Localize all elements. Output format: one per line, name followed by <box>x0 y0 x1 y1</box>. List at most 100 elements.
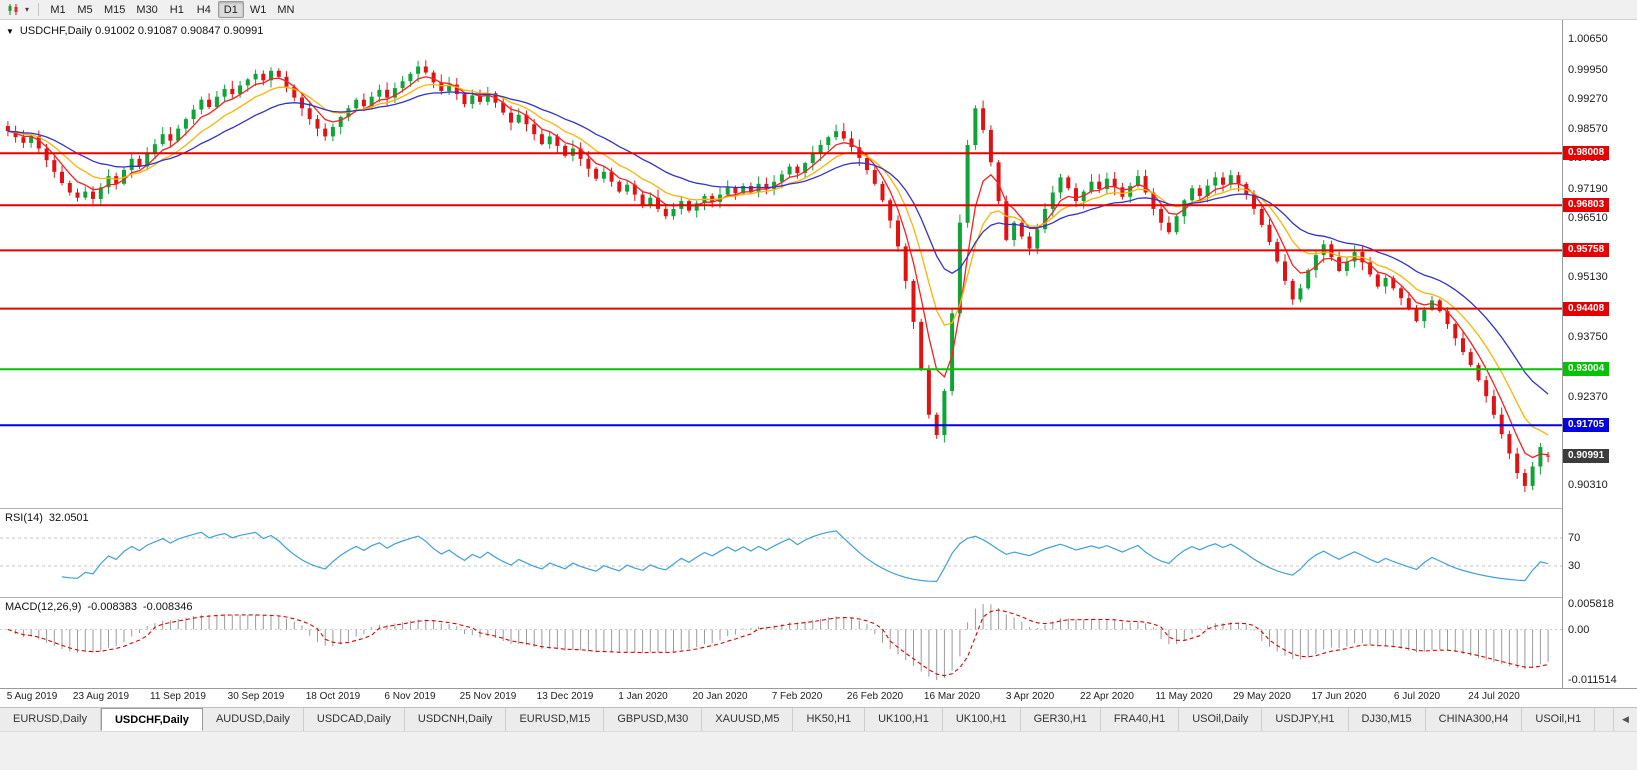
rsi-level-label: 70 <box>1568 532 1581 544</box>
chart-ohlc-header: ▼ USDCHF,Daily 0.91002 0.91087 0.90847 0… <box>6 25 263 37</box>
chart-tab-bar: EURUSD,Daily USDCHF,Daily AUDUSD,Daily USDC… <box>0 707 1637 731</box>
chart-tab-usoil-daily[interactable]: USOil,Daily <box>1179 708 1263 731</box>
price-level-badge: 0.96803 <box>1563 198 1610 212</box>
chart-tab-ger30-h1[interactable]: GER30,H1 <box>1020 708 1101 731</box>
timeframe-toolbar: ▾ M1 M5 M15 M30 H1 H4 D1 W1 MN <box>0 0 1637 20</box>
date-tick-label: 11 May 2020 <box>1155 691 1213 702</box>
price-tick-label: 0.93750 <box>1568 331 1608 343</box>
date-tick-label: 3 Apr 2020 <box>1005 691 1055 702</box>
chart-tab-strip: EURUSD,Daily USDCHF,Daily AUDUSD,Daily USDC… <box>0 708 1613 731</box>
timeframe-button-w1[interactable]: W1 <box>249 3 267 16</box>
macd-tick-label: 0.00 <box>1568 624 1590 636</box>
price-tick-label: 0.90310 <box>1568 479 1608 491</box>
price-level-badge: 0.91705 <box>1563 418 1610 432</box>
timeframe-buttons-group: M1 M5 M15 M30 H1 H4 D1 W1 MN <box>45 1 299 18</box>
macd-indicator-chart[interactable] <box>0 598 1562 688</box>
price-tick-label: 0.99950 <box>1568 64 1608 76</box>
date-tick-label: 24 Jul 2020 <box>1468 691 1520 702</box>
price-tick-label: 1.00650 <box>1568 33 1608 45</box>
tab-scroll-left-icon[interactable]: ◀ <box>1613 708 1637 731</box>
timeframe-button-m30[interactable]: M30 <box>136 3 158 16</box>
rsi-indicator-panel[interactable] <box>0 509 1562 597</box>
date-tick-label: 17 Jun 2020 <box>1311 691 1367 702</box>
timeframe-button-h1[interactable]: H1 <box>169 3 184 16</box>
chart-tab-uk100-h1[interactable]: UK100,H1 <box>865 708 943 731</box>
date-tick-label: 29 May 2020 <box>1233 691 1291 702</box>
date-tick-label: 6 Jul 2020 <box>1393 691 1441 702</box>
date-tick-label: 6 Nov 2019 <box>384 691 436 702</box>
price-level-badge: 0.95758 <box>1563 243 1610 257</box>
timeframe-button-d1[interactable]: D1 <box>217 1 244 18</box>
dropdown-caret-icon[interactable]: ▾ <box>24 5 29 14</box>
candlestick-chart-panel[interactable] <box>0 20 1562 508</box>
macd-signal-value: -0.008346 <box>142 601 193 613</box>
chart-tab-eurusd-daily[interactable]: EURUSD,Daily <box>0 708 101 731</box>
chart-tab-audusd-daily[interactable]: AUDUSD,Daily <box>202 708 304 731</box>
date-tick-label: 1 Jan 2020 <box>618 691 668 702</box>
date-tick-label: 5 Aug 2019 <box>6 691 58 702</box>
chart-tab-usdcad-daily[interactable]: USDCAD,Daily <box>303 708 405 731</box>
macd-main-value: -0.008383 <box>87 601 137 613</box>
macd-label: MACD(12,26,9) <box>5 601 82 613</box>
date-tick-label: 23 Aug 2019 <box>72 691 130 702</box>
chart-tab-eurusd-m15[interactable]: EURUSD,M15 <box>506 708 605 731</box>
chart-tab-fra40-h1[interactable]: FRA40,H1 <box>1100 708 1180 731</box>
timeframe-button-h4[interactable]: H4 <box>196 3 211 16</box>
price-tick-label: 0.96510 <box>1568 212 1608 224</box>
rsi-level-label: 30 <box>1568 560 1581 572</box>
chart-tab-hk50-h1[interactable]: HK50,H1 <box>793 708 866 731</box>
chart-type-icon[interactable] <box>4 1 22 19</box>
price-level-badge: 0.94408 <box>1563 302 1610 316</box>
time-axis-line <box>0 688 1637 689</box>
price-tick-label: 0.98570 <box>1568 123 1608 135</box>
chart-tab-gbpusd-m30[interactable]: GBPUSD,M30 <box>604 708 703 731</box>
timeframe-button-m1[interactable]: M1 <box>50 3 66 16</box>
chart-tab-usdjpy-h1[interactable]: USDJPY,H1 <box>1262 708 1349 731</box>
date-tick-label: 16 Mar 2020 <box>923 691 981 702</box>
chart-tab-dj30-m15[interactable]: DJ30,M15 <box>1348 708 1426 731</box>
price-tick-label: 0.95130 <box>1568 271 1608 283</box>
price-level-badge: 0.93004 <box>1563 362 1610 376</box>
window-status-area <box>0 731 1637 770</box>
chart-tab-uk100-h1[interactable]: UK100,H1 <box>942 708 1021 731</box>
macd-tick-label: -0.011514 <box>1568 674 1617 686</box>
date-tick-label: 26 Feb 2020 <box>846 691 904 702</box>
price-tick-label: 0.97190 <box>1568 183 1608 195</box>
symbol-marker-icon: ▼ <box>6 26 14 36</box>
chart-ohlc-text: USDCHF,Daily 0.91002 0.91087 0.90847 0.9… <box>19 25 264 37</box>
date-tick-label: 13 Dec 2019 <box>536 691 594 702</box>
rsi-label: RSI(14) <box>5 512 43 524</box>
current-price-badge: 0.90991 <box>1563 449 1610 463</box>
date-tick-label: 7 Feb 2020 <box>771 691 823 702</box>
macd-tick-label: 0.005818 <box>1568 598 1614 610</box>
panel-divider[interactable] <box>0 597 1637 598</box>
date-tick-label: 18 Oct 2019 <box>305 691 361 702</box>
price-axis[interactable]: 1.006500.999500.992700.985700.978900.971… <box>1562 20 1637 688</box>
macd-header: MACD(12,26,9) -0.008383 -0.008346 <box>5 601 193 613</box>
chart-tab-xauusd-m5[interactable]: XAUUSD,M5 <box>702 708 794 731</box>
chart-tab-usdchf-daily[interactable]: USDCHF,Daily <box>100 708 203 731</box>
timeframe-button-m5[interactable]: M5 <box>77 3 93 16</box>
date-tick-label: 30 Sep 2019 <box>227 691 285 702</box>
toolbar-separator <box>38 3 39 16</box>
date-tick-label: 11 Sep 2019 <box>150 691 206 702</box>
rsi-value: 32.0501 <box>48 512 89 524</box>
timeframe-button-m15[interactable]: M15 <box>104 3 126 16</box>
price-tick-label: 0.99270 <box>1568 93 1608 105</box>
price-level-badge: 0.98008 <box>1563 146 1610 160</box>
rsi-indicator-chart[interactable] <box>0 509 1562 597</box>
date-tick-label: 25 Nov 2019 <box>459 691 517 702</box>
chart-tab-usoil-h1[interactable]: USOil,H1 <box>1522 708 1596 731</box>
time-axis[interactable]: 5 Aug 2019 23 Aug 2019 11 Sep 2019 30 Sep 2… <box>0 690 1562 707</box>
candlestick-chart[interactable] <box>0 20 1562 508</box>
rsi-header: RSI(14) 32.0501 <box>5 512 89 524</box>
date-tick-label: 20 Jan 2020 <box>692 691 748 702</box>
timeframe-button-mn[interactable]: MN <box>277 3 295 16</box>
price-tick-label: 0.92370 <box>1568 391 1608 403</box>
panel-divider[interactable] <box>0 508 1637 509</box>
chart-tab-china300-h4[interactable]: CHINA300,H4 <box>1425 708 1523 731</box>
macd-indicator-panel[interactable] <box>0 598 1562 688</box>
date-tick-label: 22 Apr 2020 <box>1080 691 1134 702</box>
chart-tab-usdcnh-daily[interactable]: USDCNH,Daily <box>404 708 507 731</box>
